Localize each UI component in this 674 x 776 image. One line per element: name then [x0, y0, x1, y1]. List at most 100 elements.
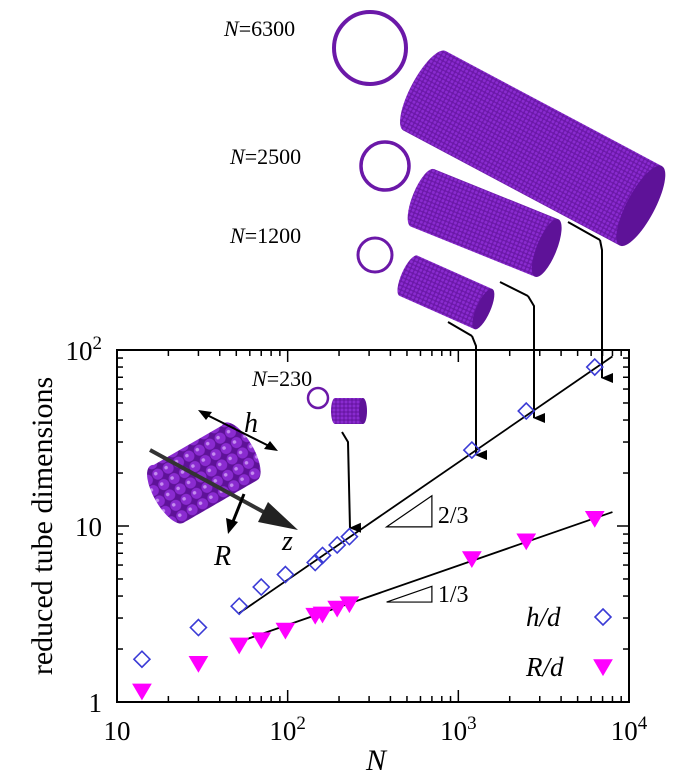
marker-h-d [462, 440, 481, 460]
h-arrow-head-end [264, 441, 278, 451]
slope-triangle-1 [384, 494, 433, 528]
y-tick-label-base: 10 [75, 512, 102, 542]
tube-230 [331, 398, 367, 424]
ring-230 [306, 386, 330, 410]
slope-label-1: 2/3 [438, 503, 469, 529]
marker-h-d [313, 546, 332, 565]
marker-h-d [340, 527, 359, 546]
n-label-1200-value: =1200 [245, 223, 301, 248]
marker-r-d [516, 533, 537, 551]
slope-label-2: 1/3 [438, 582, 469, 608]
r-arrow-line [230, 493, 246, 525]
y-tick-label-base: 1 [89, 688, 103, 718]
x-tick-label: 102 [269, 713, 306, 746]
y-tick-label: 10 [75, 512, 102, 542]
tick-marks [116, 350, 629, 703]
legend-marker-h-d [593, 607, 613, 627]
fit-lines [238, 355, 613, 643]
z-axis-line [149, 448, 283, 524]
x-tick-label-exp: 2 [296, 713, 306, 734]
legend: h/d R/d [525, 602, 613, 682]
marker-r-d [461, 551, 482, 569]
x-tick-label: 103 [440, 713, 477, 746]
inset-tube: h R z [147, 408, 298, 572]
tube-1200-base-line [447, 321, 473, 337]
marker-r-d [275, 622, 296, 640]
x-tick-label-exp: 3 [467, 713, 477, 734]
marker-r-d [229, 637, 250, 655]
legend-label-h-d: h/d [526, 602, 561, 632]
y-tick-label: 102 [66, 333, 103, 366]
marker-h-d [328, 535, 347, 555]
n-label-2500-value: =2500 [245, 144, 301, 169]
x-tick-label: 104 [611, 713, 648, 746]
fit-line-1 [238, 355, 613, 614]
marker-r-d [251, 632, 272, 650]
tube-1200 [397, 255, 495, 330]
h-arrow-line [202, 412, 274, 449]
marker-h-d [230, 597, 249, 616]
connector-arrows [341, 239, 613, 533]
marker-h-d [189, 618, 208, 637]
marker-r-d [132, 683, 152, 701]
ring-1200 [356, 236, 394, 274]
marker-h-d [306, 553, 325, 572]
inset-label-z: z [281, 526, 293, 557]
slope-triangle-2 [386, 585, 433, 603]
plot-frame [116, 349, 630, 703]
arrow-6300 [599, 239, 613, 383]
arrow-1200 [471, 335, 487, 460]
marker-h-d [132, 650, 152, 669]
r-arrow-head [226, 518, 238, 534]
marker-r-d [584, 511, 605, 528]
x-tick-label-base: 10 [440, 716, 467, 746]
x-tick-label-base: 10 [104, 716, 131, 746]
z-arrow-head [258, 502, 298, 530]
inset-label-h: h [244, 408, 258, 439]
arrow-2500 [527, 295, 545, 423]
n-label-6300: N=6300 [223, 16, 295, 41]
legend-diamond [593, 607, 613, 627]
n-label-2500: N=2500 [229, 144, 301, 169]
x-tick-label-base: 10 [269, 716, 296, 746]
x-tick-label: 10 [104, 716, 131, 746]
x-axis-title: N [365, 744, 388, 776]
x-tick-label-exp: 4 [638, 713, 648, 734]
n-label-230-value: =230 [267, 366, 312, 391]
h-arrow-head-start [198, 410, 212, 420]
inset-label-R: R [213, 541, 231, 572]
tube-2500 [407, 168, 562, 278]
y-tick-label-exp: 2 [93, 333, 103, 354]
marker-r-d [188, 656, 209, 673]
marker-r-d [339, 596, 360, 614]
marker-h-d [276, 565, 295, 584]
tube-6300-base-line [567, 221, 601, 241]
tube-2500-base-line [499, 281, 529, 297]
fit-line-2 [238, 511, 613, 643]
legend-triangle [593, 659, 613, 677]
marker-r-d [327, 600, 348, 618]
ring-2500 [359, 140, 411, 192]
tube-6300 [400, 50, 666, 247]
x-tick-label-base: 10 [611, 716, 638, 746]
tube-illustrations: N=6300 N=2500 N=1200 N=230 [223, 10, 666, 424]
y-tick-label-base: 10 [66, 336, 93, 366]
n-label-1200: N=1200 [229, 223, 301, 248]
marker-h-d [517, 401, 536, 421]
legend-label-r-d: R/d [525, 652, 564, 682]
slope-triangles: 2/3 1/3 [384, 494, 469, 608]
data-markers [132, 357, 605, 701]
y-axis-title: reduced tube dimensions [26, 377, 59, 675]
marker-h-d [585, 357, 604, 377]
arrow-230 [341, 431, 362, 533]
y-tick-label: 1 [89, 688, 103, 718]
ring-6300 [332, 10, 408, 86]
marker-h-d [252, 577, 271, 597]
n-label-6300-value: =6300 [239, 16, 295, 41]
n-label-230: N=230 [251, 366, 312, 391]
legend-marker-r-d [593, 659, 613, 677]
marker-r-d [312, 606, 333, 624]
